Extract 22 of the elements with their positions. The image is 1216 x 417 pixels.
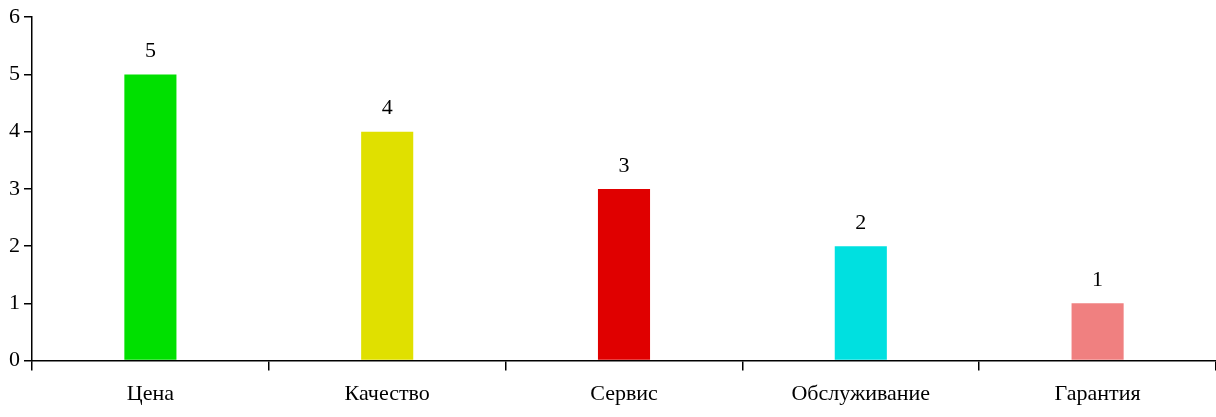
- x-tick-label: Сервис: [590, 379, 659, 405]
- x-tick-label: Цена: [126, 379, 175, 405]
- y-tick-label: 0: [9, 346, 20, 372]
- x-tick-label: Качество: [344, 379, 430, 405]
- data-label: 3: [618, 151, 630, 177]
- data-label: 5: [144, 37, 156, 63]
- bar: [597, 188, 651, 360]
- y-tick-label: 6: [9, 2, 20, 28]
- x-tick-label: Обслуживание: [791, 379, 931, 405]
- y-tick-label: 4: [9, 117, 20, 143]
- bar: [361, 131, 414, 360]
- y-tick-label: 1: [9, 289, 20, 315]
- data-label: 4: [381, 94, 393, 120]
- y-tick-label: 5: [9, 60, 20, 86]
- x-tick-label: Гарантия: [1054, 379, 1141, 405]
- data-label: 2: [855, 208, 867, 234]
- y-tick-label: 3: [9, 174, 20, 200]
- bar: [834, 246, 887, 360]
- bar: [124, 74, 177, 360]
- y-tick-label: 2: [9, 231, 20, 257]
- bar: [1071, 303, 1124, 360]
- data-label: 1: [1092, 266, 1104, 292]
